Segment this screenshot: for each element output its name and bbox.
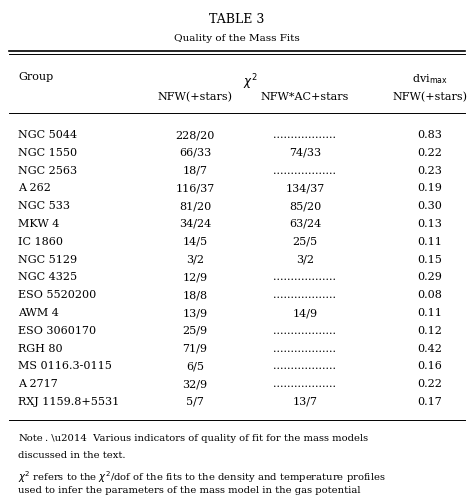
Text: 85/20: 85/20	[289, 201, 321, 211]
Text: ..................: ..................	[273, 130, 337, 140]
Text: 0.12: 0.12	[418, 326, 442, 336]
Text: 13/9: 13/9	[182, 308, 208, 318]
Text: 0.83: 0.83	[418, 130, 442, 140]
Text: 0.23: 0.23	[418, 166, 442, 175]
Text: 0.22: 0.22	[418, 148, 442, 158]
Text: NFW(+stars): NFW(+stars)	[157, 92, 233, 102]
Text: Note: Note	[18, 434, 43, 443]
Text: ..................: ..................	[273, 326, 337, 336]
Text: 74/33: 74/33	[289, 148, 321, 158]
Text: ESO 5520200: ESO 5520200	[18, 290, 96, 300]
Text: 66/33: 66/33	[179, 148, 211, 158]
Text: 0.19: 0.19	[418, 183, 442, 193]
Text: 0.13: 0.13	[418, 219, 442, 229]
Text: 0.16: 0.16	[418, 361, 442, 371]
Text: 32/9: 32/9	[182, 379, 208, 389]
Text: ..................: ..................	[273, 273, 337, 283]
Text: NGC 533: NGC 533	[18, 201, 70, 211]
Text: 6/5: 6/5	[186, 361, 204, 371]
Text: dvi$_{\rm max}$: dvi$_{\rm max}$	[412, 72, 448, 86]
Text: AWM 4: AWM 4	[18, 308, 59, 318]
Text: 25/5: 25/5	[292, 237, 318, 247]
Text: 228/20: 228/20	[175, 130, 215, 140]
Text: ..................: ..................	[273, 166, 337, 175]
Text: ..................: ..................	[273, 379, 337, 389]
Text: NGC 2563: NGC 2563	[18, 166, 77, 175]
Text: 0.42: 0.42	[418, 344, 442, 354]
Text: 25/9: 25/9	[182, 326, 208, 336]
Text: 0.30: 0.30	[418, 201, 442, 211]
Text: NFW*AC+stars: NFW*AC+stars	[261, 92, 349, 102]
Text: 13/7: 13/7	[292, 397, 318, 407]
Text: ..................: ..................	[273, 290, 337, 300]
Text: used to infer the parameters of the mass model in the gas potential: used to infer the parameters of the mass…	[18, 486, 361, 495]
Text: 14/9: 14/9	[292, 308, 318, 318]
Text: NGC 5129: NGC 5129	[18, 255, 77, 265]
Text: TABLE 3: TABLE 3	[210, 13, 264, 26]
Text: ..................: ..................	[273, 361, 337, 371]
Text: RXJ 1159.8+5531: RXJ 1159.8+5531	[18, 397, 119, 407]
Text: 81/20: 81/20	[179, 201, 211, 211]
Text: ..................: ..................	[273, 344, 337, 354]
Text: A 262: A 262	[18, 183, 51, 193]
Text: 134/37: 134/37	[285, 183, 325, 193]
Text: Quality of the Mass Fits: Quality of the Mass Fits	[174, 34, 300, 43]
Text: 18/7: 18/7	[182, 166, 208, 175]
Text: 116/37: 116/37	[175, 183, 215, 193]
Text: 0.11: 0.11	[418, 308, 442, 318]
Text: RGH 80: RGH 80	[18, 344, 63, 354]
Text: 0.17: 0.17	[418, 397, 442, 407]
Text: ESO 3060170: ESO 3060170	[18, 326, 96, 336]
Text: 3/2: 3/2	[186, 255, 204, 265]
Text: IC 1860: IC 1860	[18, 237, 63, 247]
Text: 5/7: 5/7	[186, 397, 204, 407]
Text: 0.22: 0.22	[418, 379, 442, 389]
Text: MKW 4: MKW 4	[18, 219, 59, 229]
Text: NGC 1550: NGC 1550	[18, 148, 77, 158]
Text: NFW(+stars): NFW(+stars)	[392, 92, 467, 102]
Text: 0.15: 0.15	[418, 255, 442, 265]
Text: discussed in the text.: discussed in the text.	[18, 451, 126, 460]
Text: 0.08: 0.08	[418, 290, 442, 300]
Text: 3/2: 3/2	[296, 255, 314, 265]
Text: 0.29: 0.29	[418, 273, 442, 283]
Text: A 2717: A 2717	[18, 379, 58, 389]
Text: 0.11: 0.11	[418, 237, 442, 247]
Text: 12/9: 12/9	[182, 273, 208, 283]
Text: Group: Group	[18, 72, 53, 82]
Text: NGC 5044: NGC 5044	[18, 130, 77, 140]
Text: 34/24: 34/24	[179, 219, 211, 229]
Text: $\chi^2$ refers to the $\chi^2$/dof of the fits to the density and temperature p: $\chi^2$ refers to the $\chi^2$/dof of t…	[18, 469, 386, 484]
Text: 18/8: 18/8	[182, 290, 208, 300]
Text: . \u2014  Various indicators of quality of fit for the mass models: . \u2014 Various indicators of quality o…	[45, 434, 368, 443]
Text: 71/9: 71/9	[182, 344, 208, 354]
Text: $\chi^2$: $\chi^2$	[243, 72, 257, 92]
Text: 63/24: 63/24	[289, 219, 321, 229]
Text: NGC 4325: NGC 4325	[18, 273, 77, 283]
Text: 14/5: 14/5	[182, 237, 208, 247]
Text: MS 0116.3-0115: MS 0116.3-0115	[18, 361, 112, 371]
